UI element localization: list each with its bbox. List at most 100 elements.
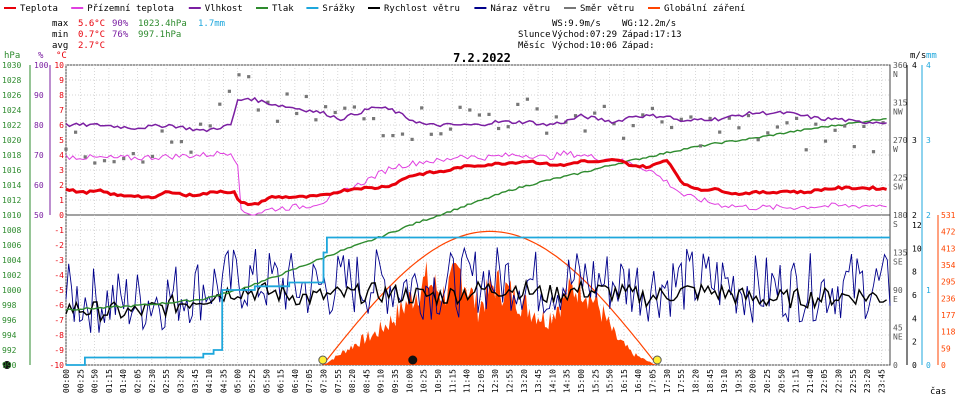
tick-time: 05:00 [234,369,243,393]
tick-hpa: 1022 [2,121,21,130]
tick-mm: 3 [926,136,931,145]
axis-time-label: čas [930,386,946,397]
stat-avg-label: avg [52,41,68,51]
series-wind-direction-point [583,129,587,133]
axis-pct-label: % [38,51,44,61]
tick-wm2: 236 [941,294,956,303]
tick-wm2: 0 [941,361,946,370]
tick-time: 07:05 [305,369,314,393]
tick-pct: 60 [34,181,44,190]
tick-pct: 100 [34,61,49,70]
series-wind-direction-point [218,102,222,106]
tick-degc: 7 [59,106,64,115]
series-wind-direction-point [852,145,856,149]
series-wind-direction-point [871,150,876,154]
series-wind-direction-point [458,105,462,109]
tick-dir-name: S [893,220,898,229]
series-wind-direction-point [285,92,289,96]
tick-time: 08:45 [362,369,371,393]
tick-wm2: 118 [941,328,956,337]
series-wind-direction-point [420,106,424,110]
moon-label: Měsíc [518,41,545,51]
tick-time: 00:25 [76,369,85,393]
tick-time: 05:50 [262,369,271,393]
axis-mm-label: mm [926,51,937,61]
tick-degc: 10 [54,61,64,70]
tick-time: 01:15 [105,369,114,393]
tick-mm: 0 [926,361,931,370]
tick-time: 05:25 [248,369,257,393]
tick-degc: -7 [54,316,64,325]
tick-time: 01:40 [119,369,128,393]
tick-dir: 270 [893,136,908,145]
series-wind-direction-point [304,94,308,99]
series-pressure [65,118,887,311]
tick-degc: -5 [54,286,64,295]
tick-ms: 4 [912,314,917,323]
series-wind-direction-point [208,124,212,128]
tick-hpa: 1008 [2,226,21,235]
tick-ms: 0 [912,361,917,370]
stat-max-press: 1023.4hPa [138,19,187,29]
tick-time: 12:55 [505,369,514,393]
tick-hpa: 1002 [2,271,21,280]
tick-ms: 8 [912,268,917,277]
series-wind-direction-point [448,127,453,131]
series-theoretical-radiation [322,230,657,366]
series-wind-direction-point [170,140,174,144]
tick-degc: 1 [59,196,64,205]
tick-time: 07:30 [320,369,329,393]
series-wind-direction-point [362,117,366,121]
tick-time: 04:10 [205,369,214,393]
tick-time: 16:15 [620,369,629,393]
tick-dir: 135 [893,249,908,258]
series-wind-direction-point [698,144,703,148]
stat-avg-temp: 2.7°C [78,41,105,51]
series-wind-direction-point [343,106,347,110]
wind-gust-max: WG:12.2m/s [622,19,676,29]
series-rain [66,236,890,366]
tick-time: 11:40 [463,369,472,393]
series-wind-direction-point [83,155,87,159]
series-wind-direction-point [650,106,654,110]
series-wind-direction-point [160,129,164,133]
tick-hpa: 996 [2,316,17,325]
tick-ms: 6 [912,291,917,300]
tick-hpa: 1014 [2,181,21,190]
tick-time: 18:45 [706,369,715,393]
series-wind-direction-point [718,130,722,134]
tick-degc: -6 [54,301,64,310]
series-wind-direction-point [497,126,501,131]
series-wind-direction-point [554,115,558,119]
tick-dir-name: SE [893,258,903,267]
sunrise-marker [318,355,328,365]
tick-time: 20:00 [749,369,758,393]
series-wind-direction-point [756,138,760,142]
tick-time: 06:40 [291,369,300,393]
series-wind-direction-point [391,134,395,138]
series-wind-direction-point [372,117,376,121]
tick-time: 14:10 [548,369,557,393]
tick-time: 02:30 [148,369,157,393]
stat-min-temp: 0.7°C [78,30,105,40]
tick-hpa: 1020 [2,136,21,145]
tick-time: 12:30 [491,369,500,393]
tick-time: 22:55 [849,369,858,393]
legend: Teplota Přízemní teplota Vlhkost Tlak Srážky… [4,4,745,14]
series-wind-direction-point [112,160,116,164]
sun-moon-block: WS:9.9m/s WG:12.2m/s Slunce Východ:07:29… [518,19,682,51]
legend-label: Srážky [322,4,355,14]
series-wind-direction-point [622,136,626,140]
tick-time: 21:40 [806,369,815,393]
series-wind-direction-point [477,113,481,117]
tick-time: 07:55 [334,369,343,393]
series-wind-direction-point [506,125,510,129]
series-wind-direction-point [381,134,385,138]
series-wind-direction-point [525,97,529,101]
series-wind-direction-point [862,124,866,128]
series-wind-direction-point [823,139,828,143]
tick-degc: -4 [54,271,64,280]
series-wind-direction-point [468,108,472,112]
tick-hpa: 1010 [2,211,21,220]
sun-label: Slunce [518,30,551,40]
